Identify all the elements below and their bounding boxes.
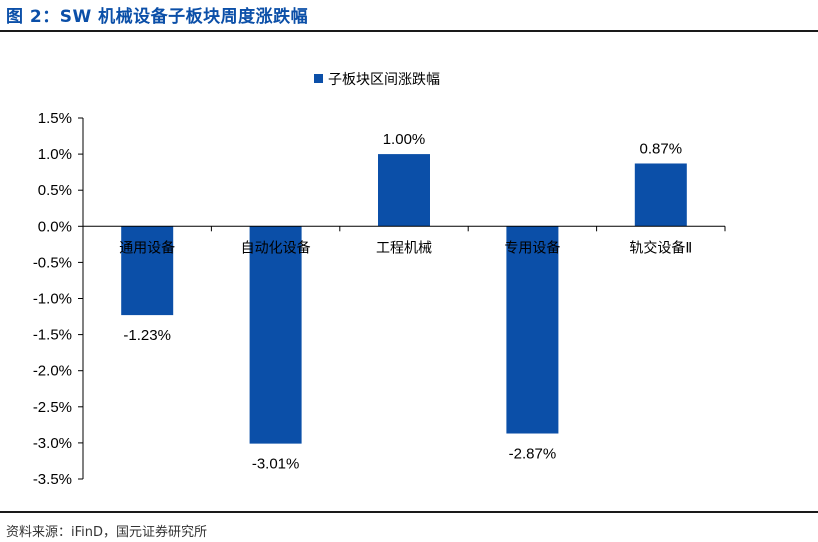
y-tick-label: -2.0% [33, 363, 72, 380]
top-divider [0, 30, 818, 32]
y-tick-label: -1.5% [33, 327, 72, 344]
y-tick-label: -1.0% [33, 291, 72, 308]
y-tick-label: 1.0% [38, 146, 72, 163]
y-tick-label: -0.5% [33, 254, 72, 271]
y-tick-label: 0.5% [38, 182, 72, 199]
source-note: 资料来源：iFinD，国元证券研究所 [6, 525, 208, 540]
y-tick-label: 1.5% [38, 110, 72, 127]
x-category-label: 自动化设备 [241, 239, 311, 256]
chart-title: 图 2：SW 机械设备子板块周度涨跌幅 [6, 7, 309, 27]
y-tick-label: -3.0% [33, 435, 72, 452]
x-category-label: 通用设备 [119, 239, 175, 256]
data-label: -1.23% [123, 327, 171, 344]
bar [249, 226, 302, 444]
bar [634, 163, 687, 227]
data-label: 1.00% [383, 131, 426, 148]
y-tick-label: 0.0% [38, 218, 72, 235]
x-category-label: 工程机械 [376, 240, 432, 256]
x-category-label: 专用设备 [504, 239, 560, 256]
legend-swatch [314, 74, 323, 83]
bottom-divider [0, 511, 818, 513]
y-tick-label: -3.5% [33, 471, 72, 488]
bar [121, 226, 174, 316]
x-category-label: 轨交设备Ⅱ [629, 239, 692, 256]
y-tick-label: -2.5% [33, 399, 72, 416]
legend-label: 子板块区间涨跌幅 [328, 72, 440, 88]
data-label: 0.87% [640, 140, 683, 157]
bar [506, 226, 559, 434]
data-label: -3.01% [252, 456, 300, 473]
bar [378, 154, 430, 227]
data-label: -2.87% [509, 446, 557, 463]
bar-chart: 子板块区间涨跌幅 1.5% 1.0% 0.5% 0.0% -0.5% -1.0% -1.5% -… [33, 72, 726, 488]
